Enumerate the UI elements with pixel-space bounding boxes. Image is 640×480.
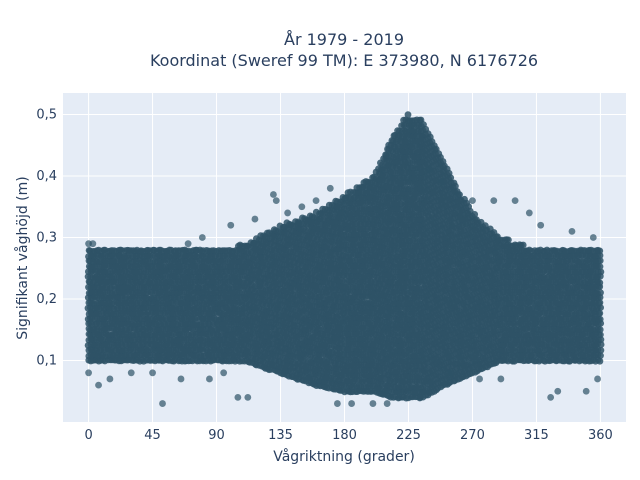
data-points bbox=[84, 111, 605, 407]
data-point bbox=[404, 111, 412, 119]
